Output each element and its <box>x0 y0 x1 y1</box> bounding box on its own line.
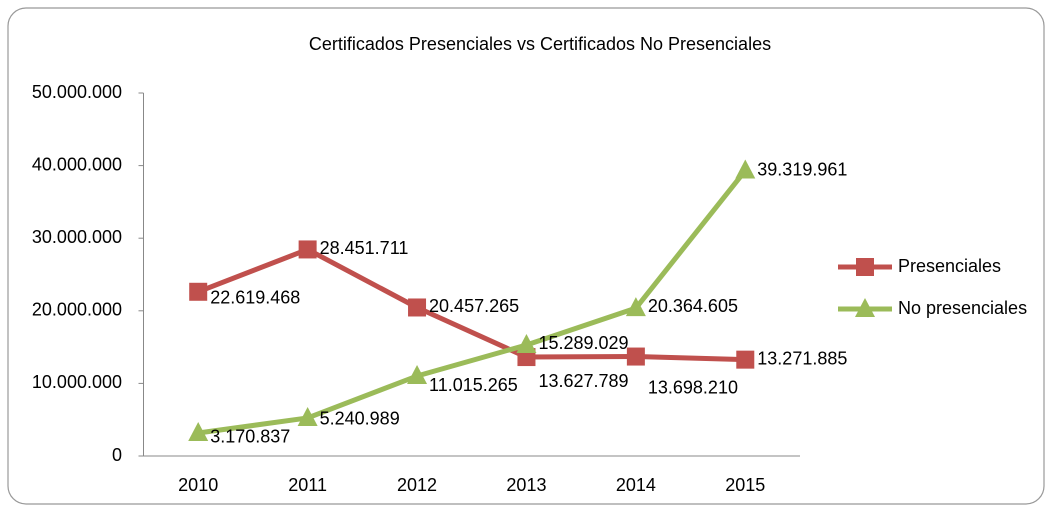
data-point <box>735 159 756 179</box>
y-tick-label: 20.000.000 <box>32 300 122 320</box>
data-label: 13.271.885 <box>757 348 847 368</box>
data-point <box>407 365 428 385</box>
legend-marker <box>856 258 874 276</box>
x-tick-label: 2012 <box>397 475 437 495</box>
data-label: 28.451.711 <box>320 238 409 258</box>
x-tick-label: 2013 <box>506 475 546 495</box>
data-label: 5.240.989 <box>320 409 400 429</box>
legend-marker <box>855 298 875 317</box>
data-point <box>297 406 318 426</box>
chart-frame <box>7 7 1045 505</box>
x-tick-label: 2011 <box>288 475 327 495</box>
data-label: 39.319.961 <box>757 159 847 179</box>
y-tick-label: 40.000.000 <box>32 154 122 174</box>
data-point <box>736 350 755 369</box>
legend-label: No presenciales <box>898 298 1027 318</box>
data-label: 13.698.210 <box>648 377 738 397</box>
data-point <box>625 297 646 317</box>
data-label: 22.619.468 <box>210 288 300 308</box>
data-point <box>298 240 317 259</box>
data-point <box>408 298 427 317</box>
y-tick-label: 50.000.000 <box>32 82 122 102</box>
legend-label: Presenciales <box>898 256 1001 276</box>
data-point <box>188 421 209 441</box>
y-tick-label: 30.000.000 <box>32 227 122 247</box>
chart-title: Certificados Presenciales vs Certificado… <box>309 34 771 54</box>
data-point <box>189 282 208 301</box>
data-point <box>626 347 645 366</box>
data-label: 20.364.605 <box>648 296 738 316</box>
series-line <box>197 246 746 363</box>
data-label: 13.627.789 <box>538 371 628 391</box>
y-tick-label: 10.000.000 <box>32 372 122 392</box>
data-point <box>516 334 537 354</box>
x-tick-label: 2010 <box>178 475 218 495</box>
data-label: 20.457.265 <box>429 296 519 316</box>
y-tick-label: 0 <box>112 445 122 465</box>
x-tick-label: 2014 <box>616 475 656 495</box>
data-label: 11.015.265 <box>429 375 518 395</box>
data-label: 15.289.029 <box>538 333 628 353</box>
data-label: 3.170.837 <box>210 427 290 447</box>
series-line <box>197 168 748 436</box>
x-tick-label: 2015 <box>725 475 765 495</box>
